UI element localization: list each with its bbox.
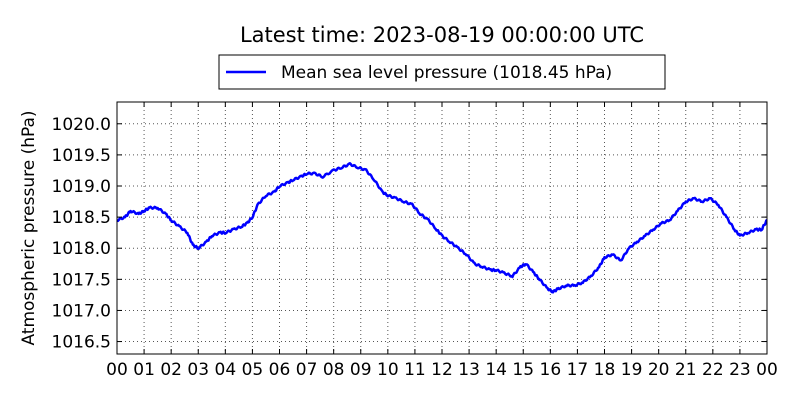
y-axis-label: Atmospheric pressure (hPa) <box>19 110 39 345</box>
x-tick-label: 01 <box>133 360 155 380</box>
y-tick-label: 1019.0 <box>52 177 111 197</box>
x-tick-label: 16 <box>540 360 562 380</box>
x-tick-label: 17 <box>567 360 589 380</box>
x-tick-label: 22 <box>702 360 724 380</box>
x-tick-label: 09 <box>350 360 372 380</box>
x-tick-label: 21 <box>675 360 697 380</box>
y-tick-label: 1017.5 <box>52 270 111 290</box>
x-tick-label: 05 <box>242 360 264 380</box>
y-tick-label: 1018.5 <box>52 208 111 228</box>
x-tick-label: 00 <box>106 360 128 380</box>
ticks <box>116 102 768 354</box>
y-tick-label: 1019.5 <box>52 146 111 166</box>
series-line-mslp <box>116 162 768 294</box>
y-tick-labels: 1016.5 1017.0 1017.5 1018.0 1018.5 1019.0 1019… <box>52 115 111 353</box>
chart-title: Latest time: 2023-08-19 00:00:00 UTC <box>240 23 644 47</box>
x-tick-labels: 00 01 02 03 04 05 06 07 08 09 10 11 12 13 14 15 16 17 18 19… <box>106 360 778 380</box>
x-tick-label: 00 <box>756 360 778 380</box>
x-tick-label: 14 <box>485 360 507 380</box>
x-tick-label: 06 <box>269 360 291 380</box>
x-tick-label: 18 <box>594 360 616 380</box>
x-tick-label: 03 <box>187 360 209 380</box>
x-tick-label: 08 <box>323 360 345 380</box>
x-tick-label: 23 <box>729 360 751 380</box>
x-tick-label: 12 <box>431 360 453 380</box>
legend-label: Mean sea level pressure (1018.45 hPa) <box>281 63 612 83</box>
series-layer <box>116 162 768 294</box>
x-tick-label: 02 <box>160 360 182 380</box>
x-tick-label: 11 <box>404 360 426 380</box>
legend: Mean sea level pressure (1018.45 hPa) <box>218 54 666 90</box>
y-tick-label: 1018.0 <box>52 239 111 259</box>
grid <box>117 102 767 354</box>
legend-box <box>218 54 666 90</box>
x-tick-label: 20 <box>648 360 670 380</box>
y-tick-label: 1017.0 <box>52 301 111 321</box>
plot-frame <box>116 101 768 355</box>
x-tick-label: 04 <box>215 360 237 380</box>
x-tick-label: 13 <box>458 360 480 380</box>
x-tick-label: 19 <box>621 360 643 380</box>
x-tick-label: 15 <box>512 360 534 380</box>
x-tick-label: 07 <box>296 360 318 380</box>
y-tick-label: 1016.5 <box>52 333 111 353</box>
x-tick-label: 10 <box>377 360 399 380</box>
y-tick-label: 1020.0 <box>52 115 111 135</box>
